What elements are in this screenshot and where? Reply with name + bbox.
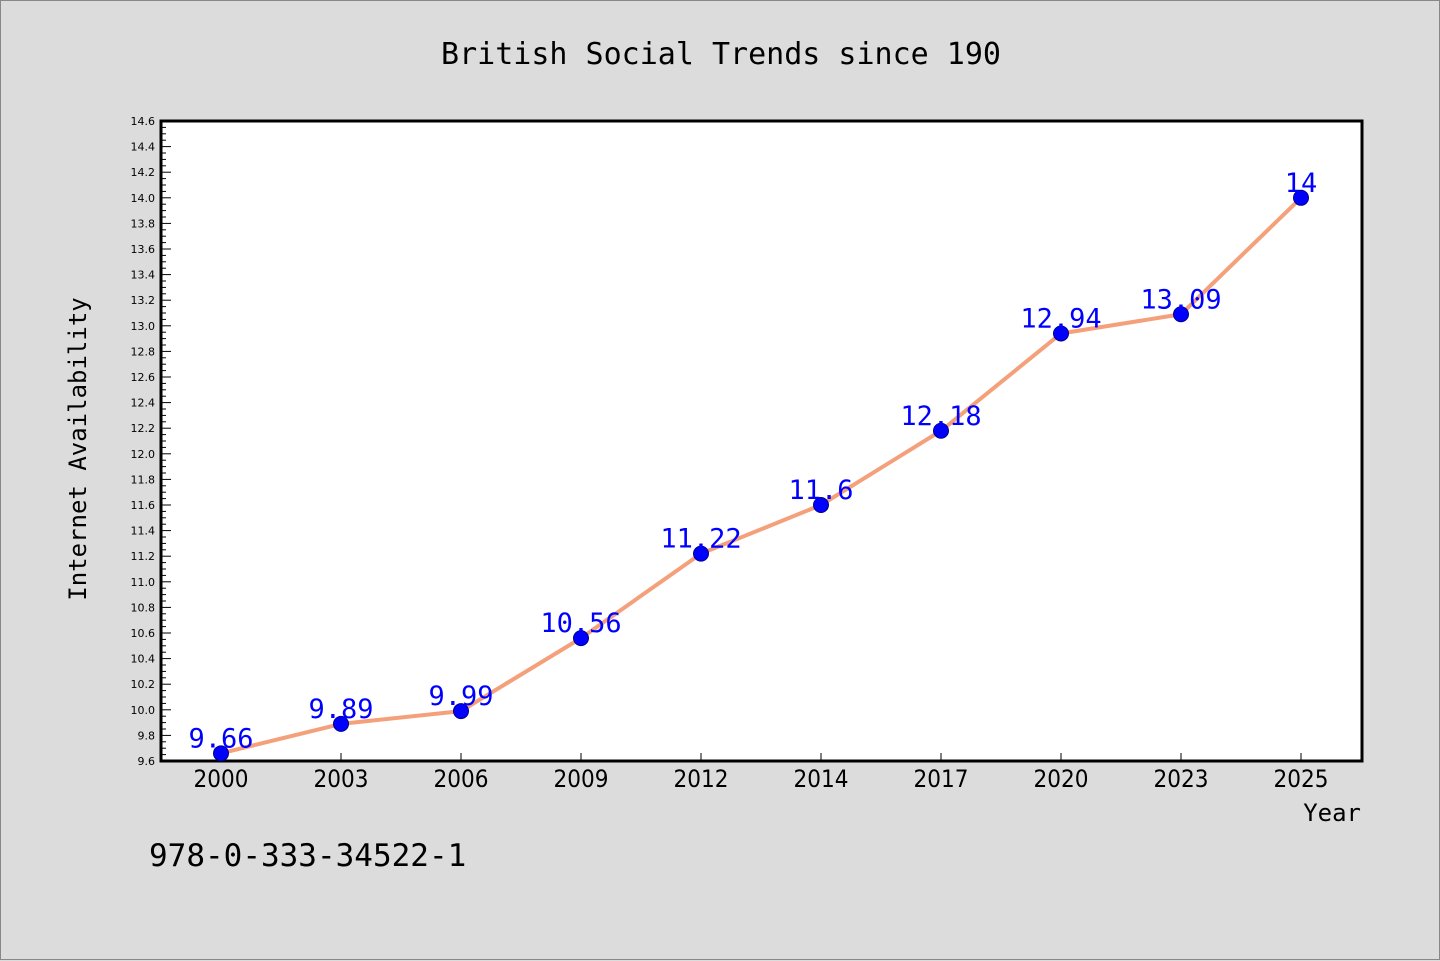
x-tick-label: 2017 — [914, 765, 969, 793]
y-tick-label: 12.0 — [131, 448, 156, 461]
data-label: 9.89 — [308, 694, 373, 725]
data-label: 9.66 — [188, 723, 253, 754]
data-label: 13.09 — [1140, 284, 1221, 315]
data-label: 11.6 — [788, 475, 853, 506]
data-point — [933, 422, 949, 439]
y-tick-label: 13.8 — [131, 217, 156, 230]
plot-area — [159, 119, 1364, 763]
y-tick-label: 12.2 — [131, 422, 156, 435]
x-tick-label: 2023 — [1154, 765, 1209, 793]
y-tick-label: 10.8 — [131, 601, 156, 614]
y-tick-label: 9.6 — [138, 755, 156, 768]
y-tick-label: 14.2 — [131, 166, 156, 179]
y-tick-label: 10.4 — [131, 653, 156, 666]
data-label: 12.94 — [1020, 303, 1101, 334]
y-axis-label: Internet Availability — [64, 297, 92, 600]
x-axis-label: Year — [1303, 799, 1361, 827]
y-tick-label: 11.6 — [131, 499, 156, 512]
data-label: 10.56 — [540, 608, 621, 639]
x-tick-label: 2000 — [194, 765, 249, 793]
y-tick-label: 11.8 — [131, 473, 156, 486]
y-tick-label: 14.4 — [131, 141, 156, 154]
x-axis: 2000 2003 2006 2009 2012 2014 2017 2020 2023 2025 — [194, 753, 1329, 793]
y-axis: 9.6 9.8 10.0 10.2 10.4 10.6 10.8 11.0 11.2 11.4 11… — [131, 115, 171, 768]
x-tick-label: 2003 — [314, 765, 369, 793]
isbn-text: 978-0-333-34522-1 — [149, 838, 466, 874]
chart-title: British Social Trends since 190 — [441, 37, 1001, 72]
data-label: 12.18 — [900, 401, 981, 432]
y-tick-label: 11.0 — [131, 576, 156, 589]
x-tick-label: 2012 — [674, 765, 729, 793]
y-tick-label: 13.0 — [131, 320, 156, 333]
y-tick-label: 10.6 — [131, 627, 156, 640]
data-point — [1053, 325, 1069, 342]
data-point — [1173, 306, 1189, 323]
data-label: 9.99 — [428, 681, 493, 712]
y-tick-label: 13.4 — [131, 269, 156, 282]
y-tick-label: 12.4 — [131, 397, 156, 410]
y-tick-label: 9.8 — [138, 729, 156, 742]
x-tick-label: 2025 — [1274, 765, 1329, 793]
y-tick-label: 11.4 — [131, 525, 156, 538]
y-tick-label: 10.0 — [131, 704, 156, 717]
series-layer: 9.66 9.89 9.99 10.56 11.22 11.6 12.18 12.94 13.0… — [188, 168, 1318, 762]
data-point — [333, 715, 349, 732]
x-tick-label: 2009 — [554, 765, 609, 793]
y-tick-label: 12.8 — [131, 345, 156, 358]
y-tick-label: 14.0 — [131, 192, 156, 205]
data-label: 14 — [1285, 168, 1318, 199]
data-point — [813, 497, 829, 513]
y-tick-label: 10.2 — [131, 678, 156, 691]
y-tick-label: 13.2 — [131, 294, 156, 307]
data-point — [573, 630, 589, 647]
y-tick-label: 11.2 — [131, 550, 156, 563]
y-tick-label: 13.6 — [131, 243, 156, 256]
data-point — [213, 745, 229, 762]
x-tick-label: 2006 — [434, 765, 489, 793]
series-line — [220, 196, 1303, 756]
y-tick-label: 14.6 — [131, 115, 156, 128]
data-point — [1293, 189, 1309, 206]
data-point — [693, 545, 709, 562]
x-tick-label: 2014 — [794, 765, 849, 793]
data-point — [453, 703, 469, 720]
y-tick-label: 12.6 — [131, 371, 156, 384]
x-tick-label: 2020 — [1034, 765, 1089, 793]
data-label: 11.22 — [660, 524, 741, 555]
